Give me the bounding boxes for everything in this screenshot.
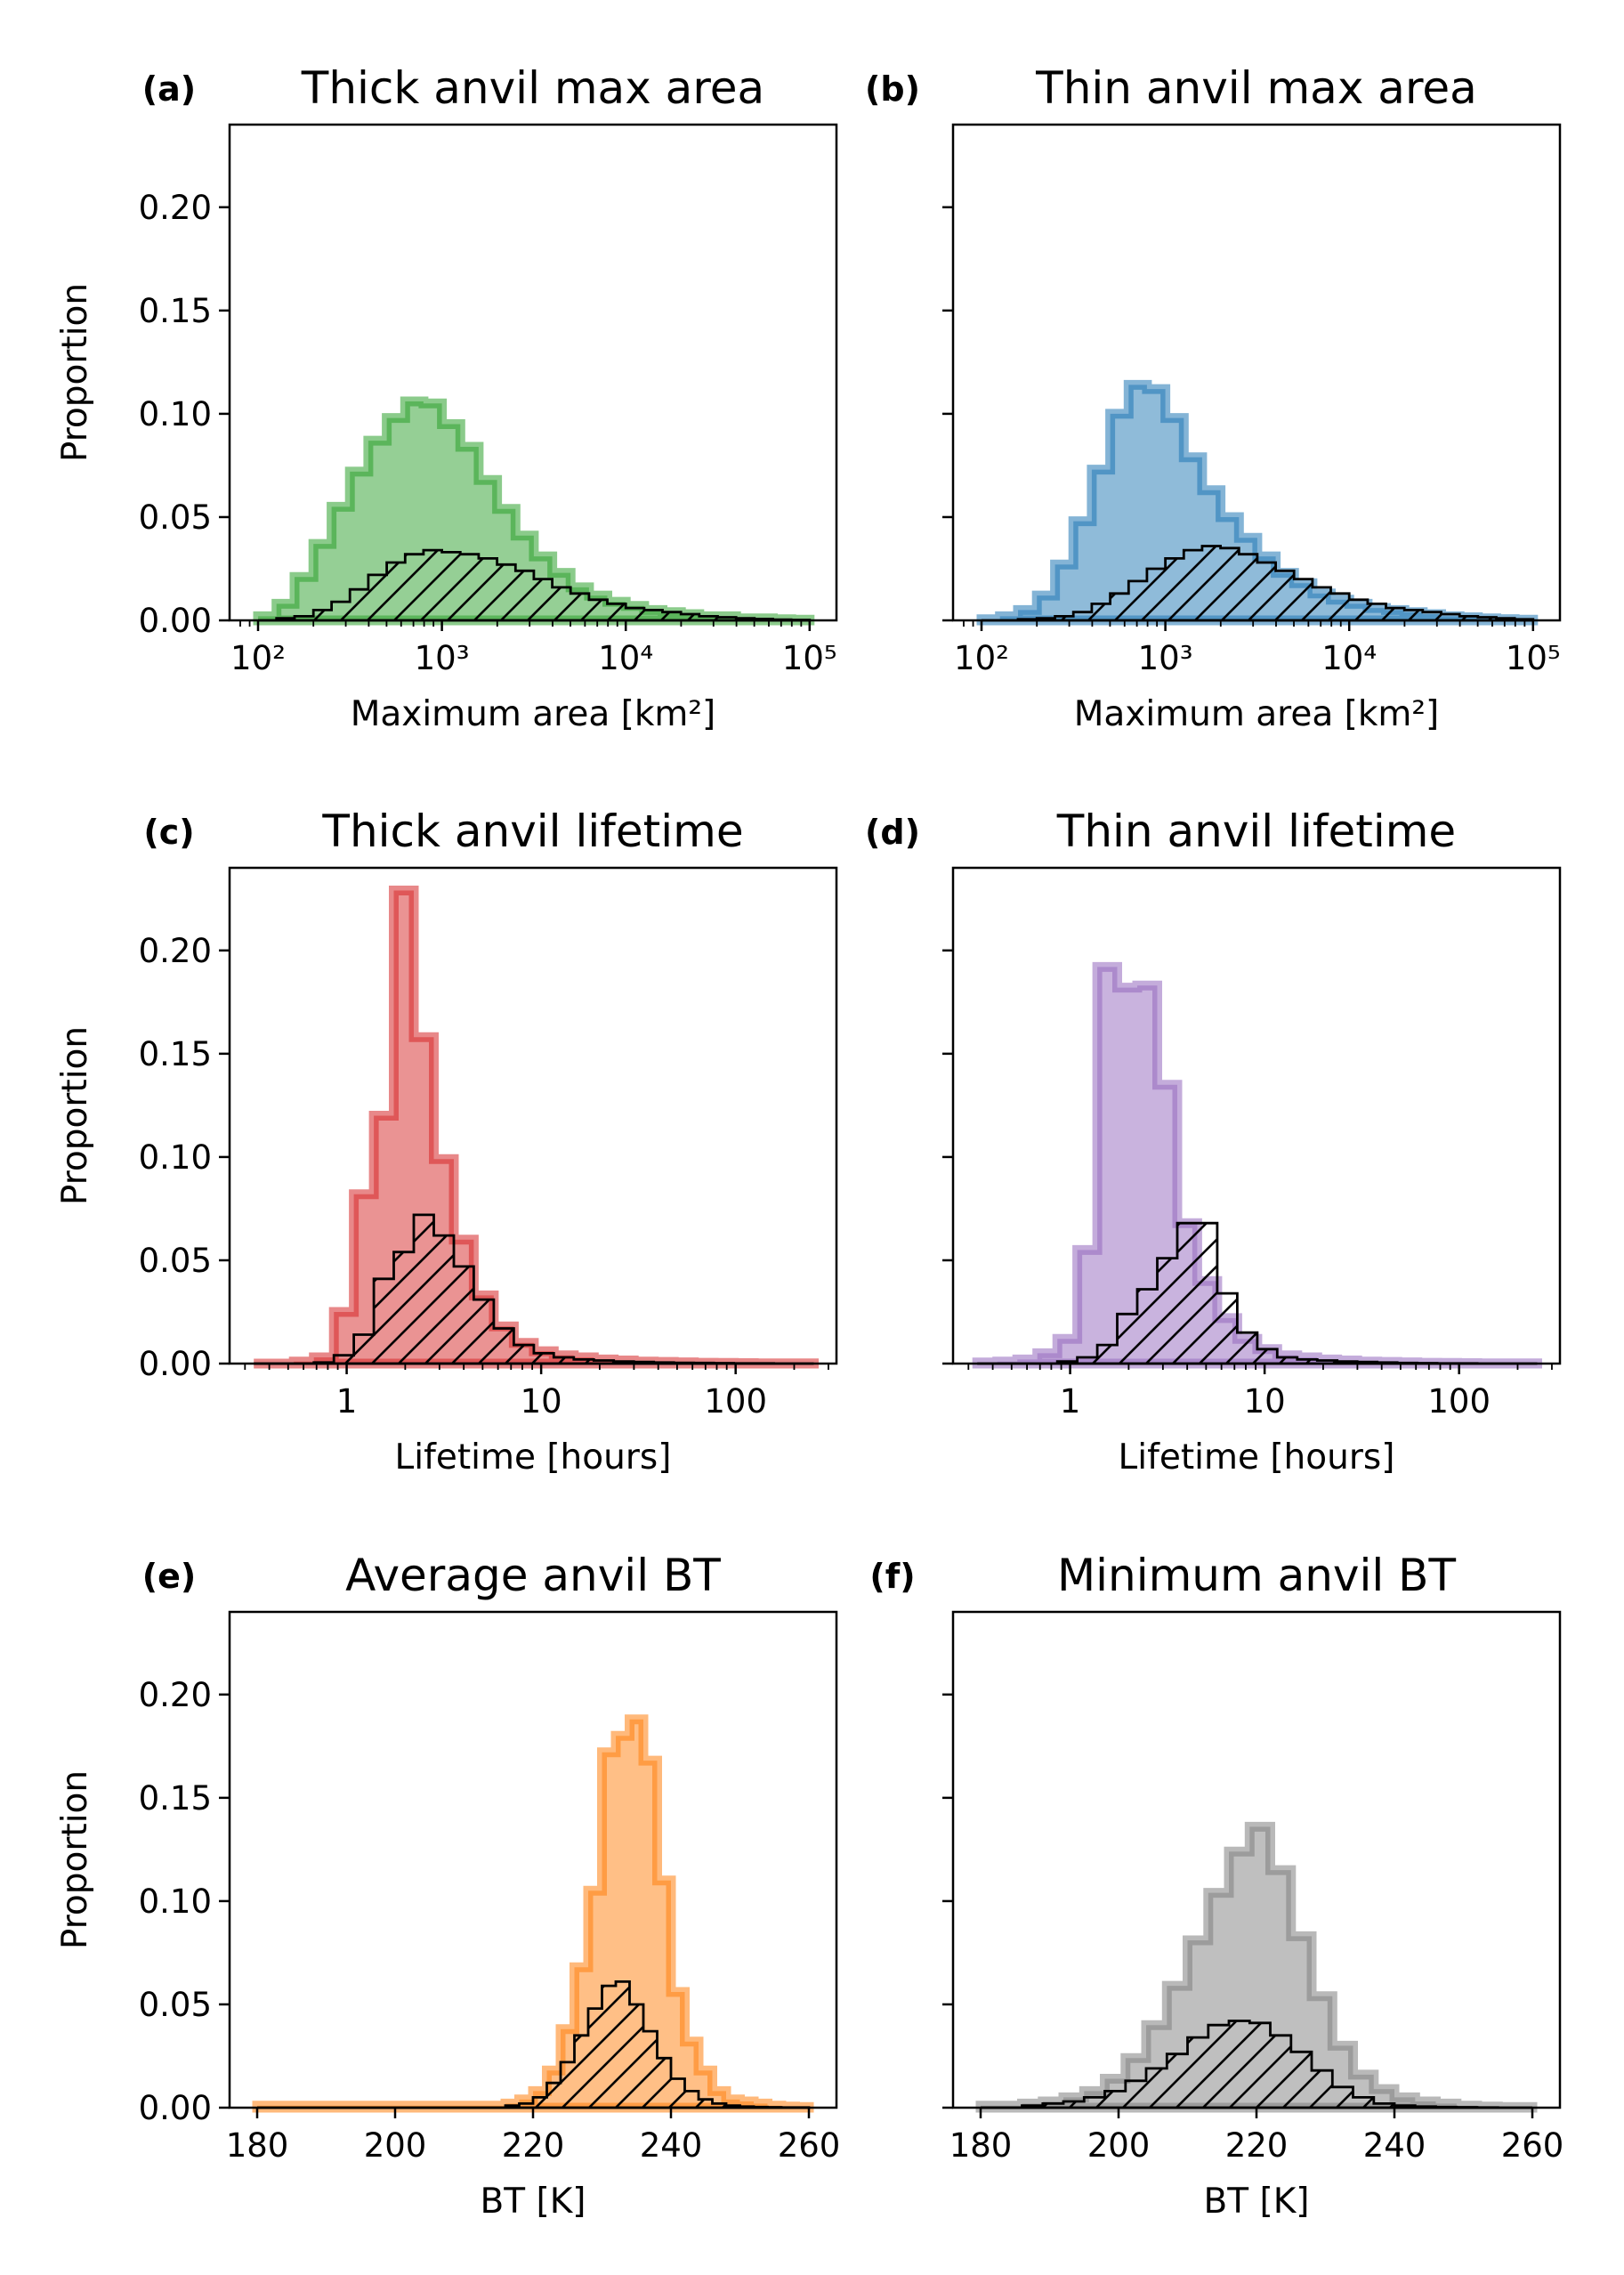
x-tick-label: 220 — [1225, 2126, 1289, 2165]
axes-frame — [228, 1610, 838, 2109]
x-axis-label: Maximum area [km²] — [351, 694, 716, 734]
axes-frame — [228, 123, 838, 622]
panel-letter: (e) — [142, 1557, 197, 1596]
x-axis-label: Lifetime [hours] — [395, 1437, 672, 1478]
panel-letter: (d) — [865, 813, 920, 852]
panel-letter: (b) — [865, 69, 920, 109]
panel-e: 0.00 0.05 0.10 0.15 0.20 180 200 220 240 260 BT [K… — [55, 1550, 840, 2222]
axes-frame — [228, 866, 838, 1365]
y-tick-label: 0.10 — [139, 395, 212, 433]
y-tick-label: 0.20 — [139, 932, 212, 970]
x-axis-label: Maximum area [km²] — [1074, 694, 1440, 734]
x-tick-label: 240 — [1363, 2126, 1426, 2165]
y-tick-label: 0.15 — [139, 1779, 212, 1818]
histogram-hatched-fill — [982, 546, 1533, 620]
histogram-hatched-fill — [258, 550, 810, 620]
y-tick-label: 0.20 — [139, 1676, 212, 1714]
axes-frame — [951, 866, 1562, 1365]
panel-title: Thick anvil lifetime — [321, 806, 743, 857]
x-axis-label: Lifetime [hours] — [1119, 1437, 1395, 1478]
x-tick-label: 10 — [1244, 1382, 1286, 1421]
x-tick-label: 200 — [1087, 2126, 1151, 2165]
histogram-hatched-fill — [254, 1214, 814, 1364]
x-axis-label: BT [K] — [481, 2182, 586, 2222]
x-tick-label: 10⁴ — [598, 639, 653, 677]
y-tick-label: 0.10 — [139, 1138, 212, 1177]
x-tick-label: 10³ — [1138, 639, 1193, 677]
panel-title: Thin anvil lifetime — [1056, 806, 1456, 857]
x-tick-label: 100 — [704, 1382, 767, 1421]
x-tick-label: 200 — [364, 2126, 427, 2165]
panel-title: Minimum anvil BT — [1057, 1550, 1457, 1601]
y-tick-label: 0.00 — [139, 602, 212, 640]
panel-letter: (c) — [143, 813, 194, 852]
panel-d: 1 10 100 Lifetime [hours] Thin anvil lifetim… — [865, 806, 1562, 1478]
y-tick-label: 0.05 — [139, 498, 212, 537]
y-tick-label: 0.10 — [139, 1882, 212, 1921]
panel-b: 10² 10³ 10⁴ 10⁵ Maximum area [km²] Thin anvil… — [865, 62, 1562, 734]
x-tick-label: 1 — [336, 1382, 358, 1421]
x-tick-label: 10⁴ — [1321, 639, 1377, 677]
panel-title: Thick anvil max area — [301, 62, 764, 114]
histogram-hatched-fill — [981, 2020, 1532, 2108]
x-tick-label: 260 — [1501, 2126, 1564, 2165]
y-tick-label: 0.00 — [139, 1345, 212, 1383]
y-axis-label: Proportion — [55, 1026, 95, 1205]
x-tick-label: 10⁵ — [1506, 639, 1561, 677]
panel-a: 0.00 0.05 0.10 0.15 0.20 10² 10³ 10⁴ 10⁵ Maximum … — [55, 62, 838, 734]
y-tick-label: 0.05 — [139, 1242, 212, 1280]
histogram-all-anvils — [975, 1821, 1538, 2113]
histogram-all-anvils — [252, 1714, 814, 2113]
y-axis-label: Proportion — [55, 1770, 95, 1949]
x-tick-label: 220 — [502, 2126, 565, 2165]
panel-letter: (a) — [142, 69, 196, 109]
panel-title: Thin anvil max area — [1035, 62, 1477, 114]
panel-c: 0.00 0.05 0.10 0.15 0.20 1 10 100 Lifetime [hour… — [55, 806, 838, 1478]
histogram-hatched-outline — [982, 545, 1535, 622]
y-tick-label: 0.05 — [139, 1986, 212, 2024]
y-tick-label: 0.00 — [139, 2089, 212, 2127]
x-axis-label: BT [K] — [1204, 2182, 1310, 2222]
axes-frame — [951, 123, 1562, 622]
histogram-hatched-outline — [258, 548, 812, 622]
y-tick-label: 0.20 — [139, 189, 212, 227]
y-axis-label: Proportion — [55, 283, 95, 462]
x-tick-label: 10² — [954, 639, 1009, 677]
x-tick-label: 180 — [949, 2126, 1013, 2165]
histogram-all-anvils — [972, 961, 1542, 1369]
x-tick-label: 10 — [521, 1382, 562, 1421]
x-tick-label: 10³ — [415, 639, 470, 677]
x-tick-label: 260 — [778, 2126, 841, 2165]
panel-letter: (f) — [869, 1557, 915, 1596]
x-tick-label: 180 — [226, 2126, 289, 2165]
x-tick-label: 10⁵ — [782, 639, 837, 677]
x-tick-label: 10² — [230, 639, 286, 677]
histogram-all-anvils — [254, 886, 819, 1369]
y-tick-label: 0.15 — [139, 292, 212, 330]
x-tick-label: 1 — [1060, 1382, 1081, 1421]
x-tick-label: 240 — [640, 2126, 703, 2165]
panel-f: 180 200 220 240 260 BT [K] Minimum anvil BT (f) — [869, 1550, 1563, 2222]
x-tick-label: 100 — [1427, 1382, 1491, 1421]
y-tick-label: 0.15 — [139, 1035, 212, 1073]
panel-title: Average anvil BT — [345, 1550, 721, 1601]
